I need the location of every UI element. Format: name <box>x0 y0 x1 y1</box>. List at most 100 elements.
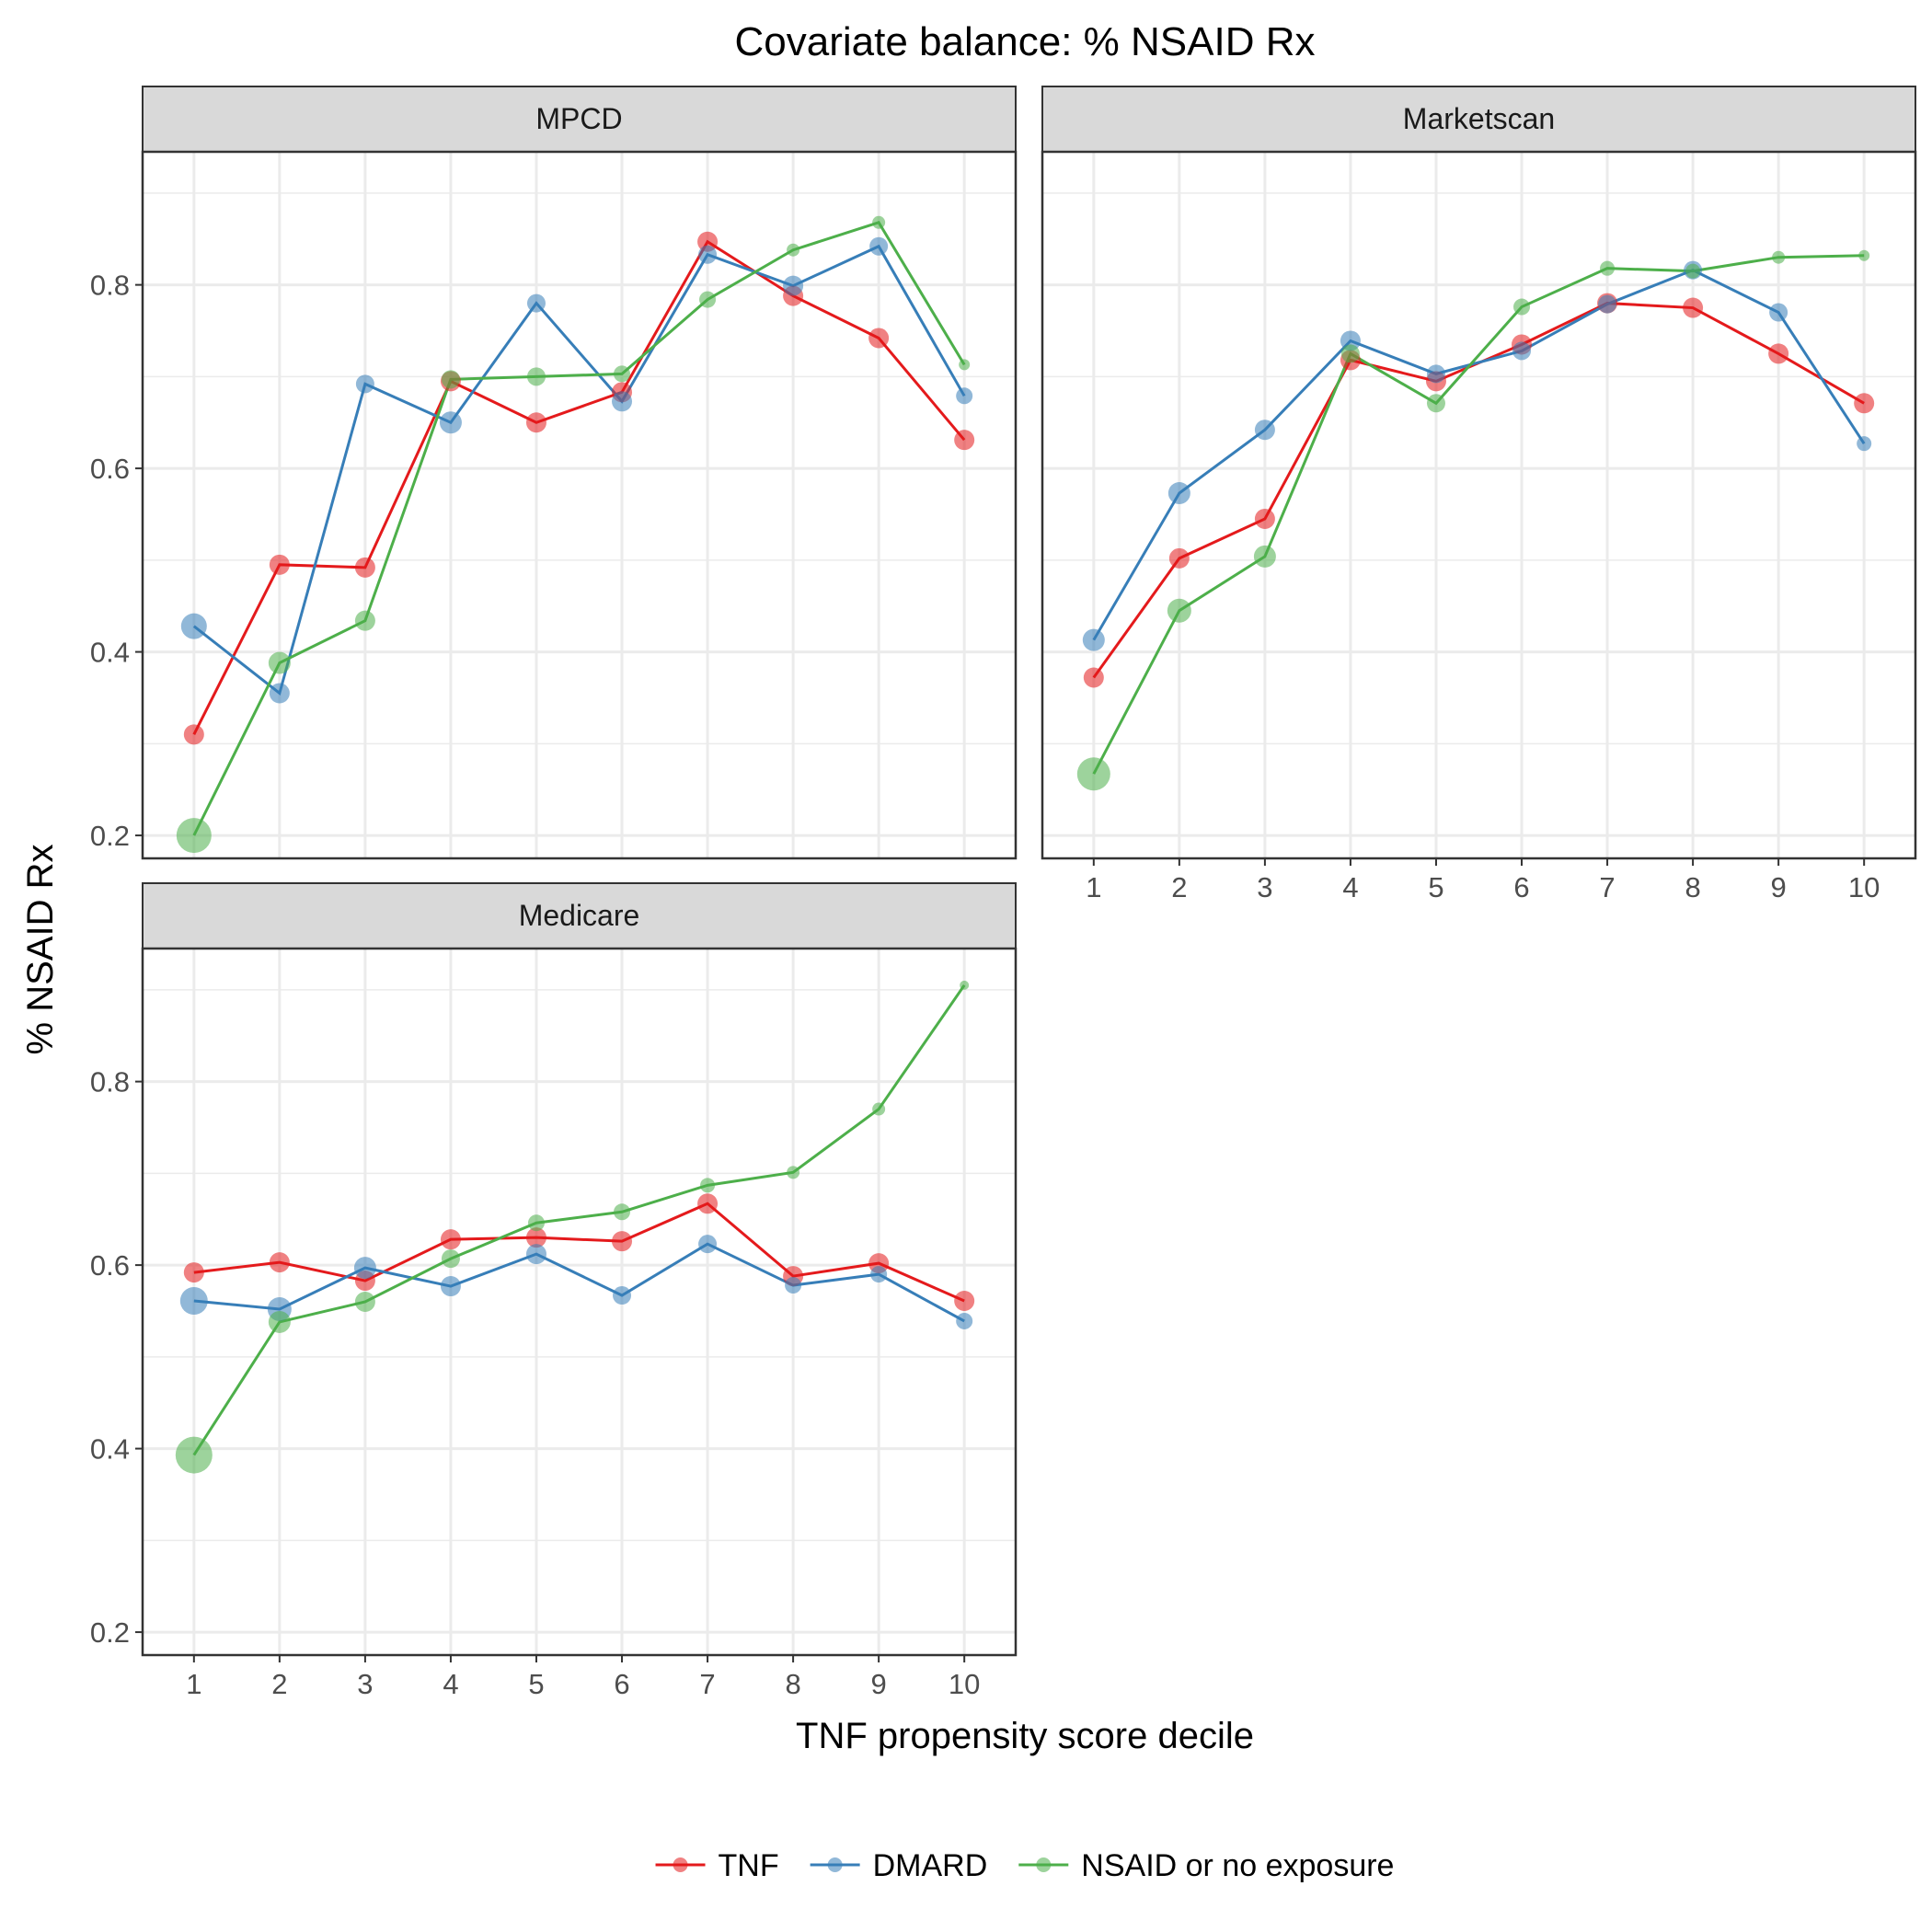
x-tick-label: 3 <box>357 1668 373 1700</box>
series-line-nsaid-or-no-exposure <box>192 221 966 836</box>
facet-panel-medicare: Medicare 0.2 0.4 0.6 0.8 1 2 3 4 5 6 7 8 9 10 <box>90 882 1018 1700</box>
y-tick-label: 0.4 <box>90 1433 130 1466</box>
data-point <box>1512 341 1532 361</box>
data-point <box>269 1252 290 1273</box>
x-tick-label: 1 <box>1086 871 1101 903</box>
data-point <box>526 293 546 313</box>
x-tick-label: 10 <box>1848 871 1880 903</box>
legend-label: NSAID or no exposure <box>1081 1848 1394 1883</box>
x-tick-label: 8 <box>785 1668 800 1700</box>
data-point <box>959 359 971 371</box>
data-point <box>700 1178 716 1193</box>
x-tick-label: 9 <box>1771 871 1787 903</box>
data-point <box>785 1277 802 1294</box>
data-point <box>1167 482 1190 505</box>
panel-border <box>1041 150 1917 860</box>
legend-item-nsaid-or-no-exposure: NSAID or no exposure <box>1018 1848 1394 1883</box>
data-point <box>868 328 890 349</box>
data-point <box>1857 436 1872 452</box>
data-point <box>1768 343 1789 364</box>
data-point <box>698 245 718 264</box>
x-tick-label: 3 <box>1257 871 1272 903</box>
x-tick-label: 7 <box>699 1668 715 1700</box>
y-tick-label: 0.2 <box>90 1616 130 1649</box>
data-point <box>526 367 546 386</box>
data-point <box>1253 545 1276 568</box>
data-point <box>697 231 719 252</box>
y-tick-label: 0.6 <box>90 453 130 485</box>
data-point <box>699 291 717 308</box>
legend-label: DMARD <box>873 1848 988 1883</box>
y-tick-label: 0.8 <box>90 1066 130 1098</box>
data-point <box>176 818 212 854</box>
series-line-dmard <box>193 1242 965 1323</box>
panel-border <box>141 947 1018 1657</box>
data-point <box>1598 294 1617 314</box>
data-point <box>180 613 207 639</box>
panel-background <box>143 152 1016 858</box>
data-point <box>1083 667 1104 688</box>
data-point <box>1426 364 1445 384</box>
series-line-dmard <box>1092 269 1866 641</box>
facet-panels: MPCD 0.2 0.4 0.6 0.8 Marketscan 1 2 3 4 5 6 7 8 9 10 Med… <box>90 86 1917 1700</box>
data-point <box>869 236 889 256</box>
data-point <box>354 610 375 631</box>
x-tick-label: 4 <box>443 1668 458 1700</box>
x-tick-label: 4 <box>1342 871 1358 903</box>
data-point <box>1683 297 1704 318</box>
facet-strip-label: Medicare <box>519 899 640 932</box>
data-point <box>525 1227 546 1248</box>
data-point <box>440 1276 461 1297</box>
data-point <box>1769 303 1788 322</box>
data-point <box>439 411 462 434</box>
data-point <box>612 1231 633 1252</box>
x-tick-label: 1 <box>186 1668 201 1700</box>
data-point <box>268 1310 291 1333</box>
data-point <box>956 387 973 405</box>
data-point <box>872 215 886 229</box>
data-point <box>354 557 375 578</box>
facet-strip <box>142 882 1017 949</box>
legend-label: TNF <box>719 1848 779 1883</box>
facet-strip-label: Marketscan <box>1403 102 1555 135</box>
data-point <box>697 1193 719 1214</box>
data-point <box>614 1203 631 1221</box>
legend-key-point <box>827 1857 843 1872</box>
data-point <box>614 365 631 383</box>
data-point <box>872 1102 886 1116</box>
data-point <box>440 1229 461 1250</box>
x-tick-label: 2 <box>271 1668 287 1700</box>
data-point <box>613 1286 632 1305</box>
data-point <box>269 683 290 704</box>
x-tick-label: 6 <box>614 1668 629 1700</box>
x-tick-label: 7 <box>1599 871 1615 903</box>
data-point <box>525 412 546 433</box>
data-point <box>1082 628 1105 651</box>
data-point <box>525 1244 546 1265</box>
facet-panel-mpcd: MPCD 0.2 0.4 0.6 0.8 <box>90 86 1018 860</box>
y-tick-label: 0.8 <box>90 270 130 302</box>
facet-strip-label: MPCD <box>535 102 622 135</box>
x-tick-label: 6 <box>1513 871 1529 903</box>
x-tick-label: 8 <box>1685 871 1700 903</box>
legend-key-point <box>1036 1857 1052 1872</box>
data-point <box>179 1287 208 1316</box>
data-point <box>954 1291 975 1312</box>
facet-panel-marketscan: Marketscan 1 2 3 4 5 6 7 8 9 10 <box>1041 86 1917 903</box>
data-point <box>1168 547 1190 569</box>
data-point <box>1340 344 1360 363</box>
x-axis-label: TNF propensity score decile <box>796 1716 1254 1756</box>
legend-key-point <box>673 1857 688 1872</box>
y-tick-label: 0.6 <box>90 1249 130 1282</box>
data-point <box>441 1249 460 1269</box>
data-point <box>441 370 460 389</box>
x-tick-label: 5 <box>528 1668 544 1700</box>
panel-background <box>1042 152 1915 858</box>
legend: TNF DMARD NSAID or no exposure <box>655 1848 1394 1883</box>
data-point <box>527 1214 545 1232</box>
data-point <box>268 651 291 674</box>
y-tick-label: 0.4 <box>90 637 130 669</box>
legend-item-tnf: TNF <box>655 1848 779 1883</box>
data-point <box>1076 757 1110 791</box>
